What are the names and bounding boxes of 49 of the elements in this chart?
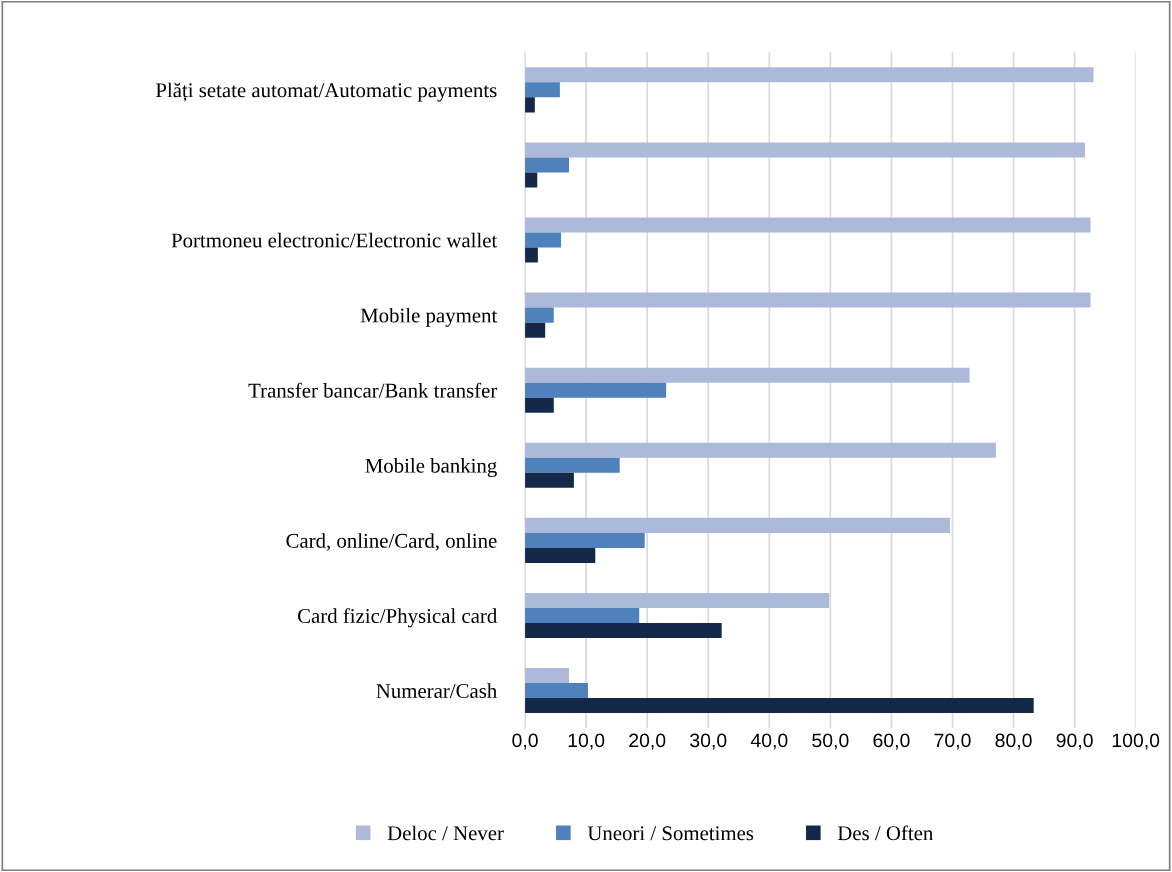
- bar: [525, 517, 951, 533]
- bar: [525, 157, 570, 173]
- bar: [525, 457, 620, 473]
- legend-label: Deloc / Never: [387, 825, 504, 841]
- bar: [525, 142, 1085, 158]
- x-tick-label: 60,0: [873, 733, 910, 750]
- bar: [525, 67, 1094, 83]
- legend-label: Uneori / Sometimes: [587, 826, 754, 841]
- bar: [525, 592, 830, 608]
- y-tick-label: Mobile banking: [365, 458, 497, 478]
- y-tick-label: Card, online/Card, online: [286, 533, 497, 551]
- bar: [525, 247, 538, 263]
- x-tick-label: 40,0: [750, 733, 788, 750]
- y-tick-label: Card fizic/Physical card: [297, 608, 498, 628]
- bar: [525, 82, 560, 98]
- x-tick-label: 20,0: [629, 733, 666, 750]
- bar: [525, 668, 570, 684]
- bar: [525, 97, 535, 113]
- x-tick-label: 30,0: [690, 733, 727, 750]
- y-tick-label: Plăți setate automat/Automatic payments: [155, 82, 497, 102]
- x-tick-label: 70,0: [934, 733, 971, 750]
- x-tick-label: 50,0: [812, 733, 849, 750]
- x-tick-label: 0,0: [512, 733, 538, 750]
- x-tick-label: 10,0: [568, 733, 605, 750]
- legend-label: Des / Often: [837, 825, 934, 841]
- bar: [525, 382, 667, 398]
- bar: [525, 472, 574, 488]
- bar: [525, 292, 1091, 308]
- y-tick-label: Numerar/Cash: [376, 683, 497, 699]
- bar: [525, 623, 722, 639]
- bar: [525, 172, 538, 188]
- y-tick-label: Mobile payment: [360, 307, 498, 327]
- bar: [525, 232, 562, 248]
- bar: [525, 683, 588, 699]
- x-tick-label: 90,0: [1056, 733, 1093, 750]
- y-tick-label: Portmoneu electronic/Electronic wallet: [171, 232, 498, 248]
- bar: [525, 442, 996, 458]
- bar: [525, 217, 1091, 233]
- bar: [525, 698, 1034, 714]
- bar: [525, 367, 970, 383]
- bar: [525, 532, 645, 548]
- y-tick-label: Transfer bancar/Bank transfer: [248, 382, 498, 398]
- bar: [525, 547, 596, 563]
- bar: [525, 607, 640, 623]
- bar: [525, 322, 546, 338]
- bar: [525, 397, 554, 413]
- x-tick-label: 100,0: [1112, 733, 1160, 750]
- bar: [525, 307, 554, 323]
- x-tick-label: 80,0: [995, 733, 1032, 750]
